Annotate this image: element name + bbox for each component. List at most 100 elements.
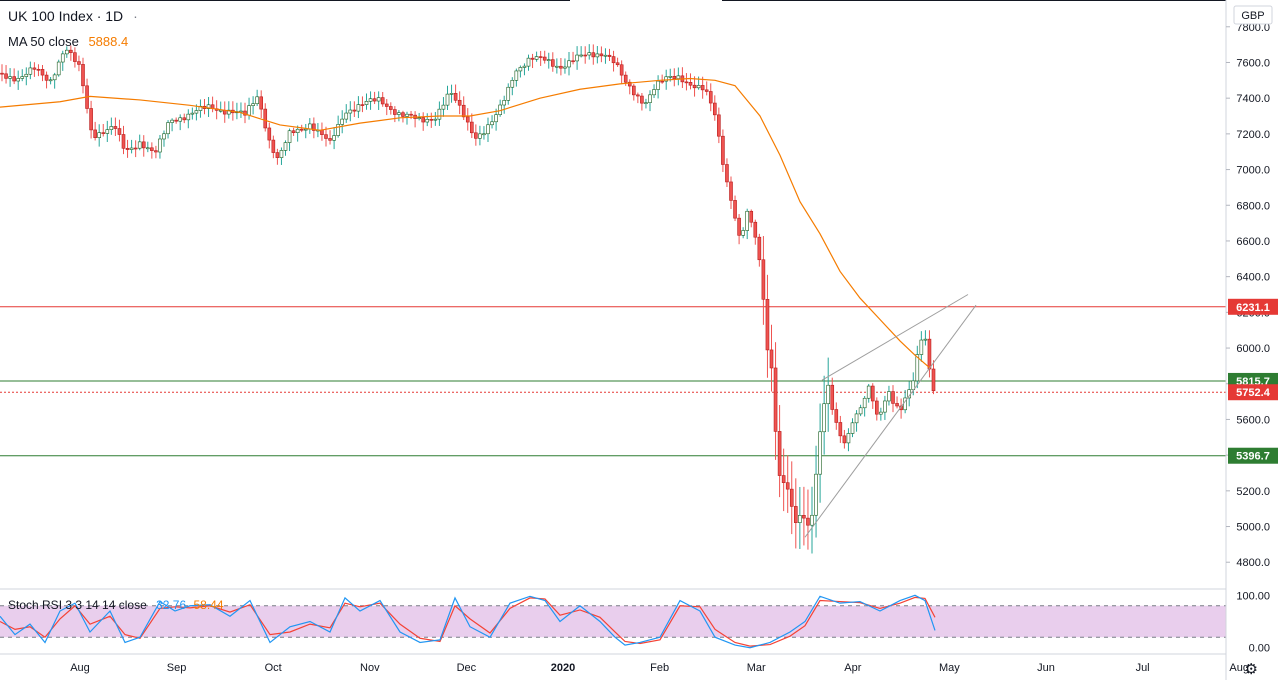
stoch-rsi-k-line[interactable] — [0, 594, 936, 649]
candle-body[interactable] — [615, 62, 620, 66]
candle-body[interactable] — [506, 86, 511, 101]
ma50-line[interactable] — [0, 77, 931, 369]
candle-body[interactable] — [121, 134, 126, 149]
candle-body[interactable] — [482, 133, 486, 136]
candle-body[interactable] — [137, 141, 142, 149]
candle-body[interactable] — [599, 53, 604, 57]
candle-body[interactable] — [28, 67, 33, 75]
candle-body[interactable] — [692, 84, 697, 89]
candle-body[interactable] — [133, 147, 138, 150]
candle-body[interactable] — [688, 82, 693, 86]
candle-body[interactable] — [611, 56, 616, 64]
candle-body[interactable] — [919, 339, 924, 355]
candle-body[interactable] — [283, 142, 288, 151]
candle-body[interactable] — [40, 69, 45, 76]
candle-body[interactable] — [162, 133, 166, 140]
candle-body[interactable] — [542, 56, 547, 61]
candle-body[interactable] — [648, 94, 652, 103]
candle-body[interactable] — [227, 109, 231, 115]
candle-body[interactable] — [324, 134, 328, 139]
candle-body[interactable] — [550, 59, 555, 67]
candle-body[interactable] — [583, 54, 588, 57]
candle-body[interactable] — [299, 128, 304, 131]
candle-body[interactable] — [818, 431, 822, 475]
candle-body[interactable] — [802, 515, 806, 519]
candle-body[interactable] — [486, 124, 490, 135]
candle-body[interactable] — [753, 221, 758, 238]
candle-body[interactable] — [575, 54, 579, 62]
candle-body[interactable] — [360, 104, 365, 106]
candle-body[interactable] — [291, 130, 296, 133]
candle-body[interactable] — [858, 407, 863, 415]
candle-body[interactable] — [474, 132, 478, 139]
candle-body[interactable] — [328, 138, 332, 141]
candle-body[interactable] — [16, 78, 21, 82]
candle-body[interactable] — [125, 147, 130, 150]
candle-body[interactable] — [737, 217, 741, 236]
candle-body[interactable] — [826, 384, 831, 405]
candle-body[interactable] — [927, 338, 932, 370]
candle-body[interactable] — [89, 108, 93, 131]
candle-body[interactable] — [312, 123, 316, 131]
candle-body[interactable] — [117, 128, 122, 135]
candle-body[interactable] — [166, 122, 170, 135]
candle-body[interactable] — [591, 52, 596, 58]
candle-body[interactable] — [129, 147, 134, 150]
candle-body[interactable] — [704, 89, 709, 92]
candle-body[interactable] — [712, 102, 717, 116]
stoch-rsi-pane[interactable] — [0, 594, 1226, 649]
candle-body[interactable] — [769, 349, 774, 369]
candle-body[interactable] — [757, 236, 762, 261]
candle-body[interactable] — [810, 514, 814, 526]
candle-body[interactable] — [405, 113, 409, 117]
candle-body[interactable] — [44, 74, 49, 81]
currency-badge[interactable] — [1233, 5, 1273, 25]
candle-body[interactable] — [154, 150, 158, 153]
candle-body[interactable] — [109, 126, 114, 130]
candle-body[interactable] — [806, 517, 810, 526]
candle-body[interactable] — [93, 129, 97, 138]
candle-body[interactable] — [401, 112, 405, 117]
candle-body[interactable] — [741, 230, 745, 236]
candle-body[interactable] — [862, 397, 867, 409]
candle-body[interactable] — [8, 76, 12, 79]
candle-body[interactable] — [830, 384, 835, 410]
candle-body[interactable] — [295, 128, 300, 133]
candle-body[interactable] — [559, 65, 563, 69]
candle-body[interactable] — [708, 91, 713, 104]
candle-body[interactable] — [239, 110, 243, 113]
candle-body[interactable] — [923, 338, 928, 341]
settings-gear-icon[interactable]: ⚙ — [1244, 661, 1258, 678]
candle-body[interactable] — [842, 435, 847, 444]
candle-body[interactable] — [81, 64, 85, 87]
candle-body[interactable] — [393, 109, 397, 115]
candle-body[interactable] — [870, 385, 875, 402]
candle-body[interactable] — [526, 57, 531, 67]
symbol-title[interactable]: UK 100 Index · 1D · — [8, 8, 138, 24]
candle-body[interactable] — [279, 150, 284, 158]
candle-body[interactable] — [194, 110, 199, 114]
candle-body[interactable] — [717, 114, 721, 137]
candle-body[interactable] — [0, 72, 4, 75]
candle-body[interactable] — [883, 400, 887, 413]
candle-body[interactable] — [725, 164, 729, 183]
candle-body[interactable] — [494, 114, 498, 123]
candle-body[interactable] — [255, 96, 259, 105]
candle-body[interactable] — [887, 391, 891, 402]
candle-body[interactable] — [445, 93, 450, 106]
candle-body[interactable] — [534, 56, 539, 60]
ma-legend[interactable]: MA 50 close 5888.4 — [8, 34, 128, 49]
candle-body[interactable] — [352, 109, 357, 112]
candle-body[interactable] — [729, 181, 733, 201]
candle-body[interactable] — [303, 128, 308, 131]
candle-body[interactable] — [437, 108, 442, 120]
candle-body[interactable] — [267, 127, 272, 141]
candle-body[interactable] — [429, 119, 434, 121]
candle-body[interactable] — [36, 68, 41, 71]
candle-body[interactable] — [441, 104, 446, 110]
candle-body[interactable] — [384, 103, 389, 107]
candle-body[interactable] — [356, 104, 361, 112]
candle-body[interactable] — [850, 422, 855, 434]
candle-body[interactable] — [798, 515, 802, 523]
